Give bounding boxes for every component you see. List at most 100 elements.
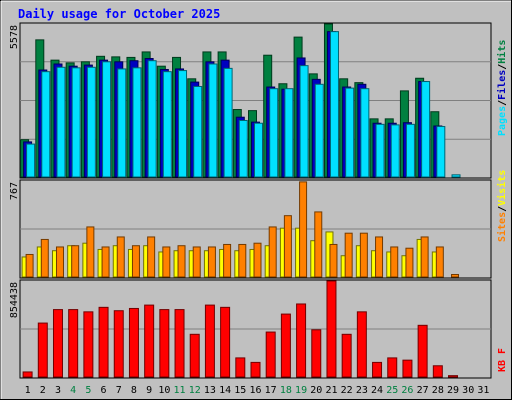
chart-title: Daily usage for October 2025: [18, 7, 220, 21]
x-tick-label-day-22: 22: [341, 385, 353, 396]
ymax-label: 767: [9, 182, 20, 200]
bar-kb-f-day-13: [204, 304, 215, 378]
x-tick-label-day-5: 5: [85, 385, 91, 396]
bar-sites-day-13: [207, 246, 216, 278]
x-tick-label-day-30: 30: [462, 385, 474, 396]
bar-pages-day-4: [71, 67, 81, 178]
bar-kb-f-day-23: [356, 311, 367, 378]
bar-kb-f-day-27: [417, 324, 428, 378]
x-tick-label-day-2: 2: [40, 385, 46, 396]
bar-sites-day-26: [405, 247, 414, 278]
bar-sites-day-23: [359, 232, 368, 278]
bar-sites-day-15: [238, 243, 247, 278]
bar-sites-day-20: [314, 211, 323, 278]
x-tick-label-day-7: 7: [116, 385, 122, 396]
x-tick-label-day-19: 19: [295, 385, 307, 396]
x-tick-label-day-29: 29: [447, 385, 459, 396]
x-tick-label-day-1: 1: [25, 385, 31, 396]
panel-2: 767: [9, 179, 492, 279]
bar-pages-day-1: [26, 143, 36, 178]
bar-kb-f-day-2: [37, 322, 48, 378]
bar-sites-day-7: [116, 236, 125, 278]
x-tick-label-day-4: 4: [70, 385, 76, 396]
legend-pages-files-hits-part: /: [497, 100, 508, 106]
bar-sites-day-3: [55, 246, 64, 278]
bar-pages-day-6: [102, 61, 112, 178]
bar-kb-f-day-29: [448, 375, 459, 378]
bar-sites-day-5: [86, 226, 95, 278]
bar-pages-day-11: [178, 70, 188, 178]
bar-pages-day-24: [375, 123, 385, 178]
bar-kb-f-day-15: [235, 357, 246, 378]
bar-pages-day-19: [299, 65, 309, 178]
bar-kb-f-day-28: [432, 365, 443, 378]
x-tick-label-day-6: 6: [101, 385, 107, 396]
x-tick-label-day-9: 9: [146, 385, 152, 396]
bar-sites-day-24: [375, 236, 384, 278]
bar-sites-day-22: [344, 232, 353, 278]
bar-pages-day-21: [329, 31, 339, 178]
bar-kb-f-day-24: [372, 361, 383, 378]
bar-kb-f-day-7: [113, 310, 124, 378]
legend-pages-files-hits-part: Pages: [497, 106, 508, 136]
panel-3: 854438: [9, 279, 492, 379]
bar-kb-f-day-14: [220, 306, 231, 378]
bar-kb-f-day-17: [265, 331, 276, 378]
bar-sites-day-17: [268, 226, 277, 278]
bar-kb-f-day-20: [311, 329, 322, 378]
bar-pages-day-9: [147, 60, 157, 178]
bar-pages-day-10: [162, 71, 172, 178]
bar-sites-day-25: [390, 246, 399, 278]
x-tick-label-day-31: 31: [477, 385, 489, 396]
bar-pages-day-17: [269, 88, 279, 178]
bar-sites-day-16: [253, 242, 262, 278]
bar-pages-day-13: [208, 63, 218, 178]
bar-kb-f-day-5: [83, 311, 94, 378]
bar-kb-f-day-19: [296, 303, 307, 378]
bar-sites-day-28: [435, 246, 444, 278]
legend-kb-f: KB F: [497, 348, 508, 372]
bar-kb-f-day-6: [98, 306, 109, 378]
bar-kb-f-day-18: [280, 313, 291, 378]
legend-sites-visits: Sites/Visits: [496, 170, 508, 242]
bar-kb-f-day-4: [68, 309, 79, 378]
bar-sites-day-14: [223, 243, 232, 278]
bar-pages-day-3: [56, 66, 66, 178]
x-tick-label-day-21: 21: [325, 385, 337, 396]
x-tick-label-day-14: 14: [219, 385, 231, 396]
x-tick-label-day-25: 25: [386, 385, 398, 396]
bar-sites-day-29: [451, 273, 460, 278]
bar-sites-day-1: [25, 253, 34, 278]
panel-1: 5578: [9, 22, 492, 179]
bar-pages-day-5: [86, 66, 96, 178]
bar-pages-day-2: [41, 71, 51, 178]
bar-kb-f-day-10: [159, 309, 170, 378]
bar-kb-f-day-1: [22, 371, 33, 378]
bar-kb-f-day-16: [250, 361, 261, 378]
x-tick-label-day-27: 27: [417, 385, 429, 396]
x-tick-label-day-16: 16: [249, 385, 261, 396]
legend-sites-visits-part: Visits: [496, 170, 508, 206]
bar-pages-day-20: [314, 83, 324, 178]
x-tick-label-day-12: 12: [189, 385, 201, 396]
ymax-label: 854438: [9, 282, 20, 318]
bar-sites-day-11: [177, 245, 186, 278]
bar-pages-day-26: [405, 123, 415, 178]
bar-pages-day-7: [117, 68, 127, 178]
bar-kb-f-day-26: [402, 359, 413, 378]
legend-kb-f-part: KB F: [497, 348, 508, 372]
bar-pages-day-28: [436, 126, 446, 178]
x-tick-label-day-3: 3: [55, 385, 61, 396]
x-tick-label-day-8: 8: [131, 385, 137, 396]
bar-pages-day-8: [132, 67, 142, 178]
bar-sites-day-8: [131, 245, 140, 278]
bar-sites-day-4: [71, 245, 80, 278]
x-tick-label-day-10: 10: [158, 385, 170, 396]
x-tick-label-day-11: 11: [174, 385, 186, 396]
x-tick-label-day-23: 23: [356, 385, 368, 396]
legend-sites-visits-part: Sites: [496, 212, 508, 242]
bar-pages-day-22: [345, 87, 355, 178]
bar-sites-day-18: [283, 215, 292, 278]
bar-pages-day-29: [451, 174, 461, 178]
